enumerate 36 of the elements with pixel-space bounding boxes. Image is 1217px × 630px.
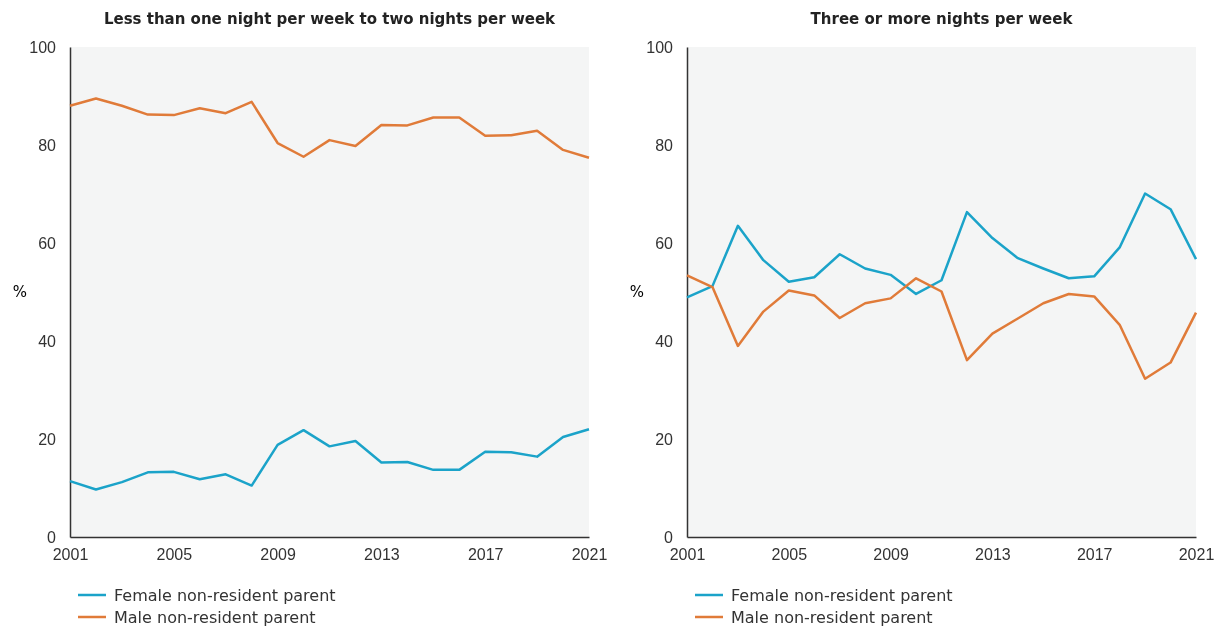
y-tick-label: 40 [38, 332, 57, 350]
x-tick-label: 2009 [260, 546, 296, 564]
line-series [68, 427, 591, 491]
x-tick-label: 2005 [771, 546, 808, 564]
legend-label: Female non-resident parent [114, 585, 336, 605]
x-tick-label: 2021 [1178, 546, 1215, 564]
y-tick-label: 100 [29, 38, 57, 56]
line-series [685, 192, 1198, 299]
x-tick-label: 2001 [52, 546, 89, 564]
y-axis-title: % [629, 282, 645, 301]
x-tick-label: 2009 [873, 546, 909, 564]
line-series [685, 274, 1198, 380]
x-tick-label: 2017 [1076, 546, 1113, 564]
y-tick-label: 20 [38, 430, 57, 448]
x-tick-label: 2013 [364, 546, 400, 564]
y-tick-label: 60 [38, 234, 57, 252]
chart-title: Less than one night per week to two nights per week [103, 10, 557, 28]
y-tick-label: 20 [655, 430, 674, 448]
y-tick-label: 80 [655, 136, 674, 154]
x-tick-label: 2017 [467, 546, 504, 564]
line-series [68, 97, 591, 159]
y-tick-label: 0 [47, 528, 57, 546]
chart-title: Three or more nights per week [810, 10, 1074, 28]
y-tick-label: 40 [655, 332, 674, 350]
y-tick-label: 0 [664, 528, 674, 546]
y-axis-title: % [12, 282, 28, 301]
y-tick-label: 80 [38, 136, 57, 154]
x-tick-label: 2013 [975, 546, 1011, 564]
x-tick-label: 2005 [156, 546, 193, 564]
y-tick-label: 100 [646, 38, 674, 56]
x-tick-label: 2001 [669, 546, 706, 564]
x-tick-label: 2021 [571, 546, 608, 564]
y-tick-label: 60 [655, 234, 674, 252]
legend-label: Male non-resident parent [114, 607, 316, 627]
legend-label: Male non-resident parent [731, 607, 933, 627]
legend-label: Female non-resident parent [731, 585, 953, 605]
